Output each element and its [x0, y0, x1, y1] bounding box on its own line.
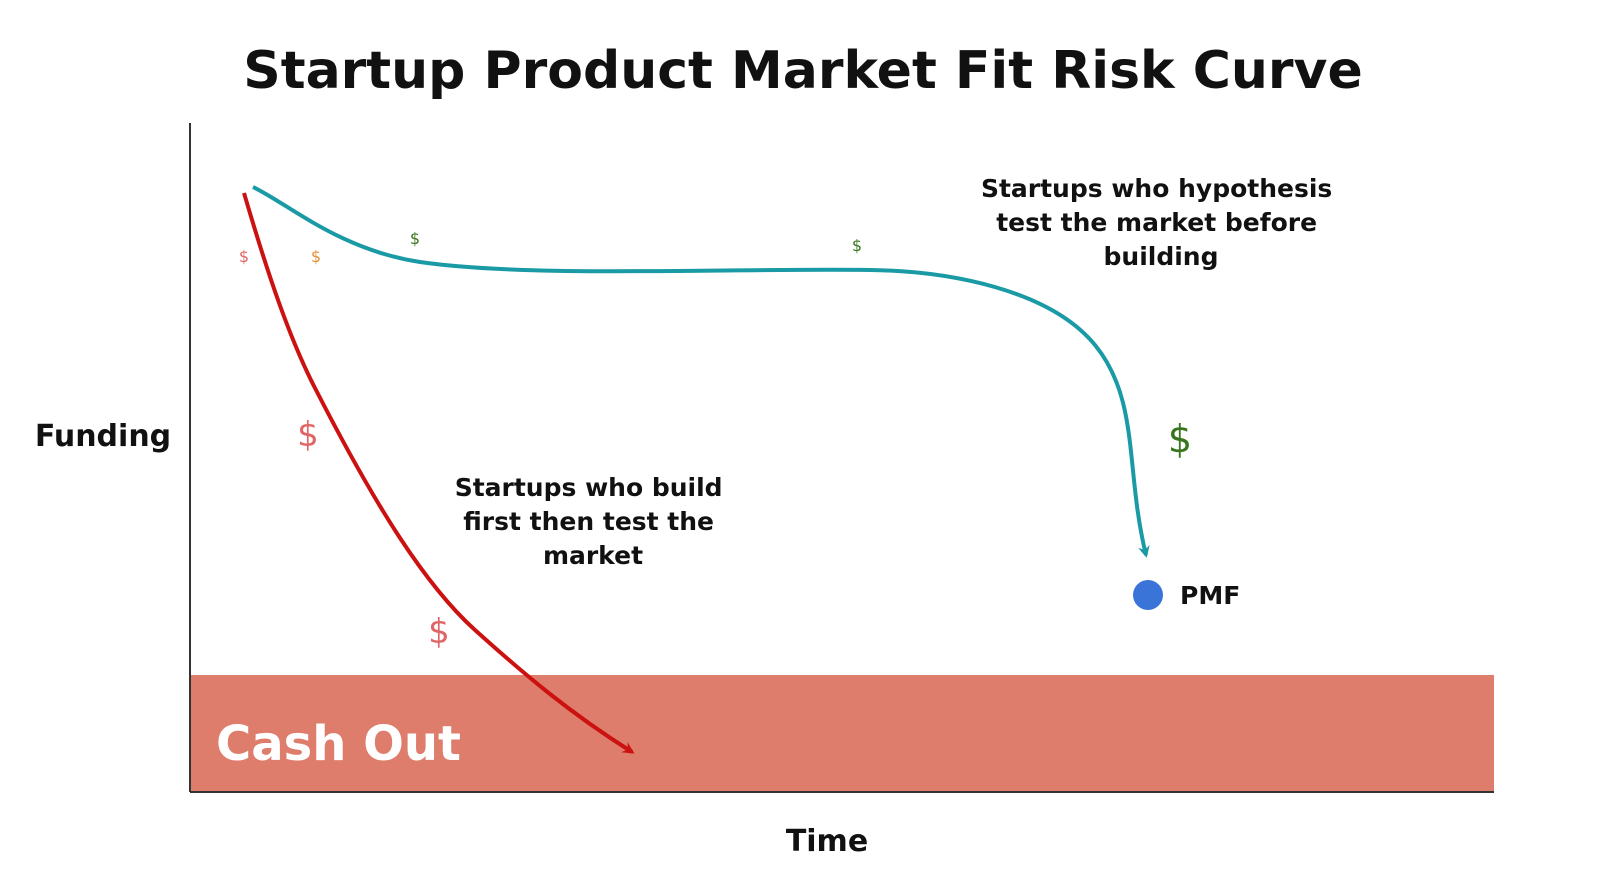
test-first-annotation: Startups who hypothesis test the market …	[981, 174, 1341, 271]
annotation-line: Startups who hypothesis	[981, 174, 1332, 203]
dollar-icon: $	[297, 415, 319, 455]
cash-out-label: Cash Out	[216, 716, 461, 772]
cash-out-zone	[191, 675, 1494, 792]
dollar-icon: $	[852, 236, 862, 255]
pmf-marker	[1133, 580, 1163, 610]
annotation-line: first then test the	[463, 507, 714, 536]
dollar-icon: $	[428, 612, 450, 652]
annotation-line: Startups who build	[455, 473, 723, 502]
dollar-icon: $	[410, 229, 420, 248]
annotation-line: test the market before	[996, 208, 1317, 237]
diagram-title: Startup Product Market Fit Risk Curve	[243, 41, 1362, 101]
dollar-icon: $	[311, 247, 321, 266]
dollar-icon: $	[239, 247, 249, 266]
x-axis-label: Time	[786, 824, 868, 859]
y-axis-label: Funding	[35, 419, 171, 454]
test-first-curve	[252, 185, 1150, 558]
build-first-annotation: Startups who build first then test the m…	[455, 473, 732, 570]
build-first-curve	[242, 192, 635, 754]
dollar-icon: $	[1168, 417, 1192, 461]
annotation-line: building	[1104, 242, 1219, 271]
pmf-label: PMF	[1180, 581, 1240, 610]
annotation-line: market	[543, 541, 643, 570]
